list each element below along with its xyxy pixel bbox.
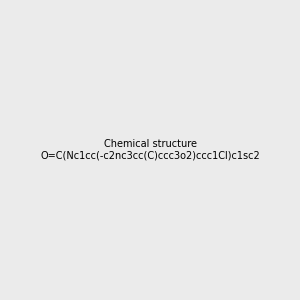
Text: Chemical structure
O=C(Nc1cc(-c2nc3cc(C)ccc3o2)ccc1Cl)c1sc2: Chemical structure O=C(Nc1cc(-c2nc3cc(C)… (40, 139, 260, 161)
